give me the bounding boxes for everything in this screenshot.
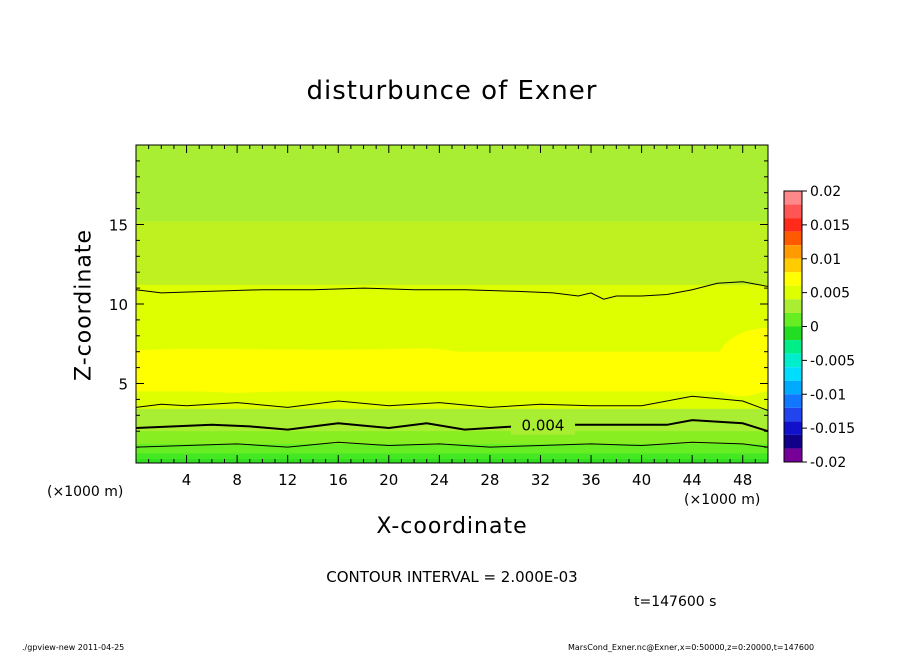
x-tick-label: 40 bbox=[632, 471, 651, 489]
colorbar-level-5 bbox=[784, 258, 802, 273]
field-max-region-3 bbox=[715, 327, 768, 397]
x-tick-label: 28 bbox=[480, 471, 499, 489]
colorbar-tick-label: 0.015 bbox=[810, 218, 850, 234]
colorbar-tick-label: 0.02 bbox=[810, 184, 841, 200]
y-tick-label: 15 bbox=[109, 217, 128, 235]
colorbar-level-3 bbox=[784, 231, 802, 246]
time-label: t=147600 s bbox=[634, 594, 717, 610]
footer-program-date: ./gpview-new 2011-04-25 bbox=[22, 643, 125, 652]
x-unit-label-right: (×1000 m) bbox=[684, 492, 761, 508]
field-max-region-2 bbox=[502, 357, 642, 389]
x-tick-label: 4 bbox=[182, 471, 192, 489]
x-tick-label: 24 bbox=[430, 471, 449, 489]
field-band-8 bbox=[136, 453, 768, 463]
x-tick-label: 20 bbox=[379, 471, 398, 489]
contour-label: 0.004 bbox=[522, 417, 565, 435]
colorbar-level-1 bbox=[784, 204, 802, 219]
colorbar-level-6 bbox=[784, 272, 802, 286]
contour-interval-note: CONTOUR INTERVAL = 2.000E-03 bbox=[326, 568, 578, 586]
x-tick-label: 12 bbox=[278, 471, 297, 489]
colorbar-level-11 bbox=[784, 340, 802, 354]
colorbar-tick-label: 0 bbox=[810, 320, 819, 336]
colorbar-level-8 bbox=[784, 299, 802, 313]
field-max-region-1 bbox=[136, 348, 494, 394]
colorbar-level-0 bbox=[784, 191, 802, 205]
x-tick-label: 36 bbox=[581, 471, 600, 489]
footer-source: MarsCond_Exner.nc@Exner,x=0:50000,z=0:20… bbox=[568, 643, 815, 652]
contour-line-0 bbox=[135, 281, 769, 300]
colorbar-level-15 bbox=[784, 394, 802, 408]
x-tick-label: 48 bbox=[733, 471, 752, 489]
contour-label-bg bbox=[511, 416, 576, 435]
contour-line-2 bbox=[135, 419, 769, 433]
x-tick-label: 16 bbox=[329, 471, 348, 489]
colorbar-level-14 bbox=[784, 380, 802, 395]
y-axis-label: Z-coordinate bbox=[71, 229, 97, 381]
colorbar-level-13 bbox=[784, 367, 802, 381]
colorbar-level-7 bbox=[784, 285, 802, 300]
colorbar-level-17 bbox=[784, 421, 802, 435]
colorbar-tick-label: -0.02 bbox=[810, 455, 846, 471]
colorbar-level-10 bbox=[784, 326, 802, 341]
y-tick-label: 5 bbox=[118, 376, 128, 394]
y-tick-label: 10 bbox=[109, 296, 128, 314]
colorbar-tick-label: -0.005 bbox=[810, 353, 855, 369]
colorbar-level-19 bbox=[784, 448, 802, 462]
chart-title: disturbunce of Exner bbox=[306, 76, 598, 106]
x-unit-label-left: (×1000 m) bbox=[47, 484, 124, 500]
colorbar-level-9 bbox=[784, 312, 802, 327]
contour-line-3 bbox=[135, 441, 769, 448]
x-tick-label: 44 bbox=[683, 471, 702, 489]
colorbar-level-4 bbox=[784, 245, 802, 259]
colorbar-tick-label: -0.01 bbox=[810, 387, 846, 403]
colorbar-level-18 bbox=[784, 434, 802, 449]
colorbar-tick-label: 0.01 bbox=[810, 252, 841, 268]
colorbar-level-2 bbox=[784, 218, 802, 232]
colorbar-tick-label: 0.005 bbox=[810, 286, 850, 302]
colorbar-tick-label: -0.015 bbox=[810, 421, 855, 437]
x-axis-label: X-coordinate bbox=[376, 514, 528, 539]
x-tick-label: 32 bbox=[531, 471, 550, 489]
x-tick-label: 8 bbox=[232, 471, 242, 489]
contour-line-1 bbox=[135, 395, 769, 411]
colorbar-level-16 bbox=[784, 407, 802, 422]
colorbar-level-12 bbox=[784, 353, 802, 368]
